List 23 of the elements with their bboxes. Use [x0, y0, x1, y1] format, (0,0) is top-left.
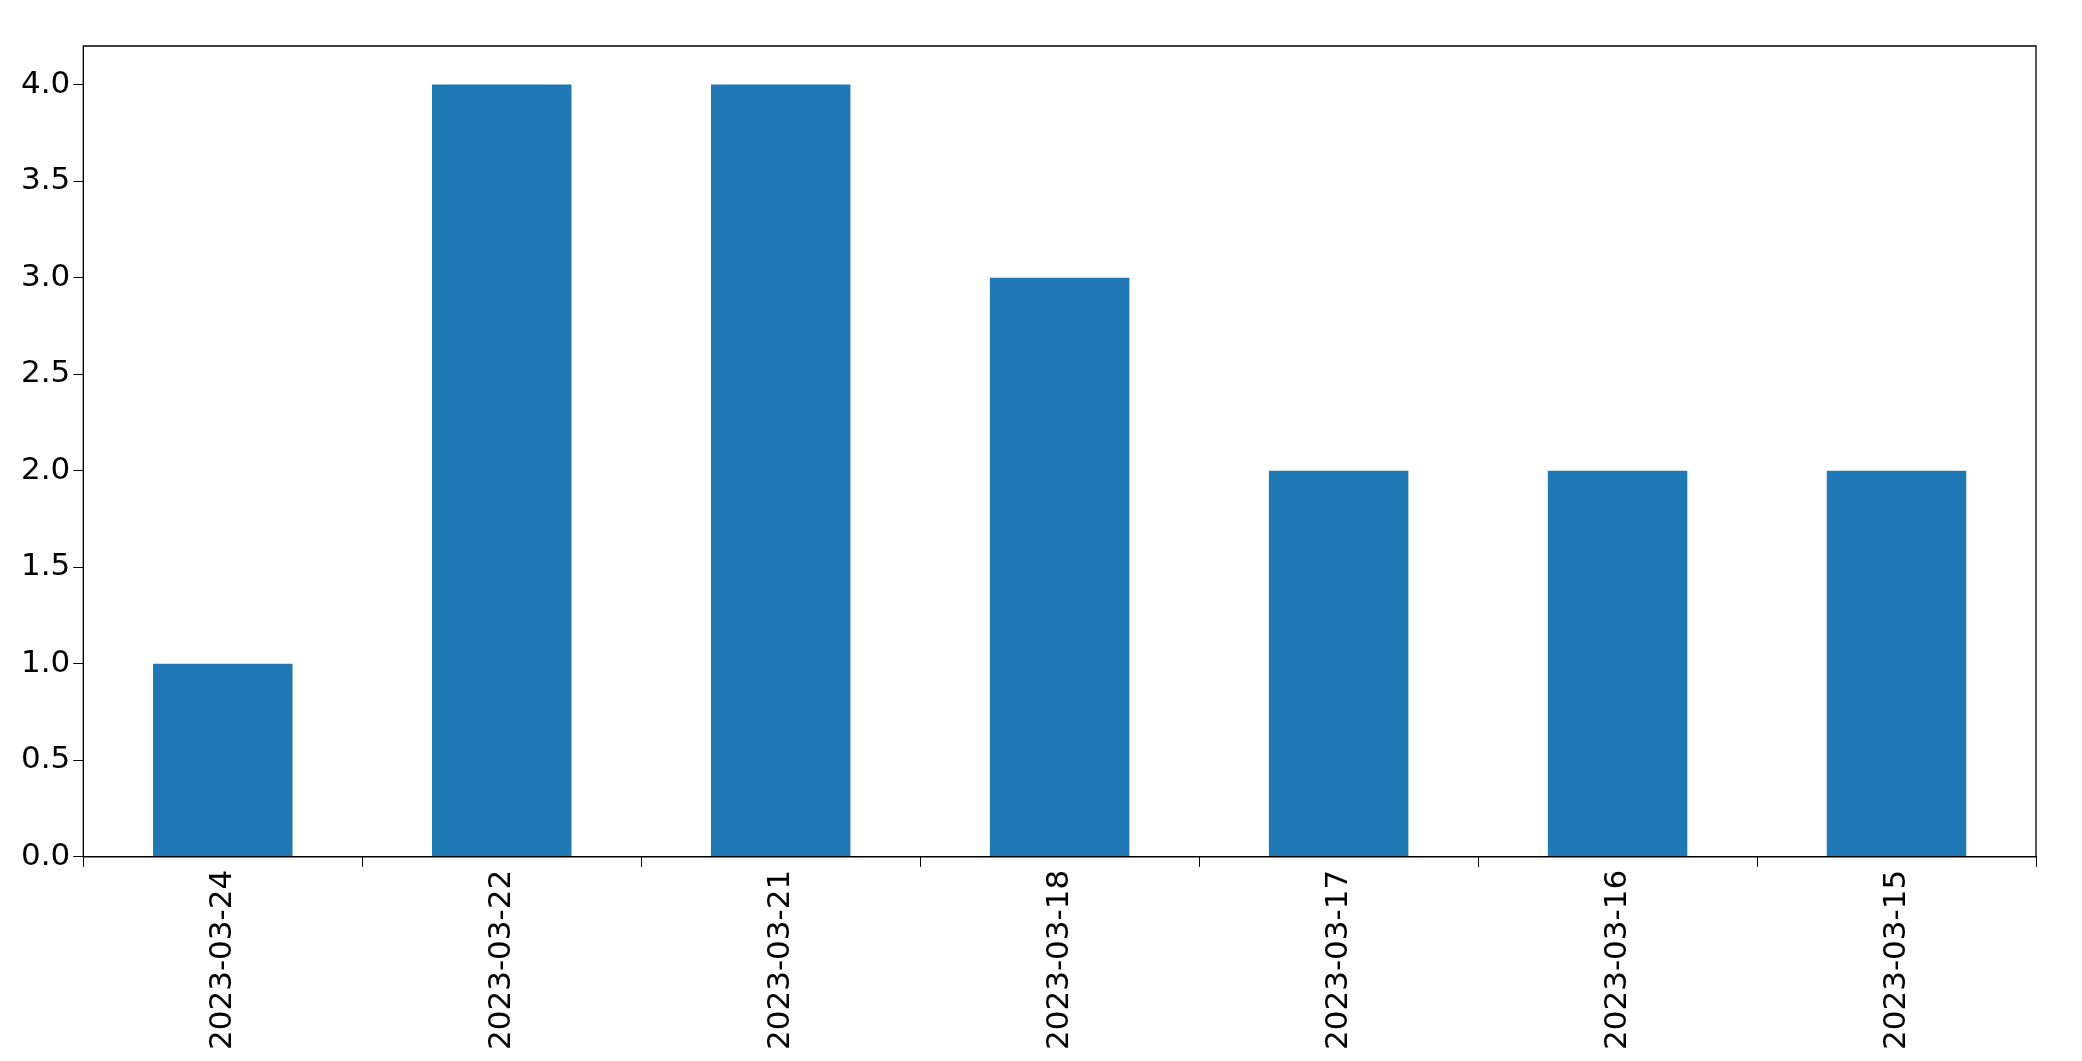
x-tick-label: 2023-03-18	[1038, 869, 1075, 1051]
bar	[153, 663, 293, 857]
y-tick-label: 2.5	[20, 353, 71, 390]
bar	[1547, 470, 1688, 857]
bar	[710, 84, 851, 857]
y-tick-label: 3.0	[20, 256, 71, 293]
y-tick-label: 1.0	[20, 642, 71, 679]
y-tick-label: 3.5	[20, 160, 71, 197]
y-tick-label: 4.0	[20, 63, 71, 100]
x-tick-label: 2023-03-17	[1317, 869, 1354, 1051]
x-tick-label: 2023-03-15	[1875, 869, 1912, 1051]
y-tick-label: 0.0	[20, 835, 71, 872]
x-tick-label: 2023-03-24	[201, 869, 238, 1051]
y-tick-label: 2.0	[20, 449, 71, 486]
bar	[1268, 470, 1409, 857]
y-tick-label: 1.5	[20, 546, 71, 583]
bar	[989, 277, 1130, 857]
bar	[1826, 470, 1967, 857]
y-tick-label: 0.5	[20, 739, 71, 776]
x-tick-label: 2023-03-21	[759, 869, 796, 1051]
bar	[432, 84, 572, 857]
x-tick-label: 2023-03-22	[480, 869, 517, 1051]
x-tick-label: 2023-03-16	[1596, 869, 1633, 1051]
